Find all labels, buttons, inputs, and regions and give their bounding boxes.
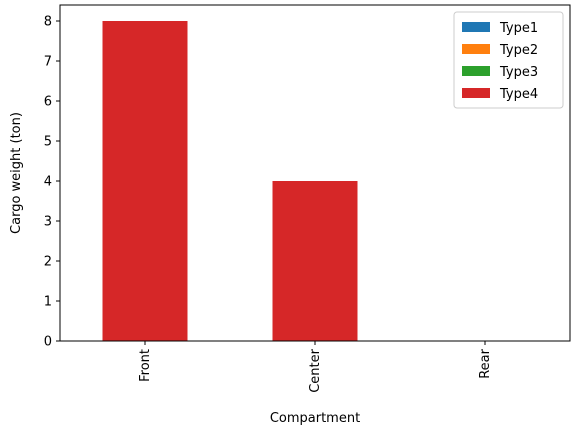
bar-center-type4 bbox=[272, 181, 358, 341]
y-tick-label: 2 bbox=[44, 255, 52, 270]
y-tick-label: 6 bbox=[44, 95, 52, 110]
legend-swatch-type4 bbox=[462, 88, 490, 98]
y-axis-label: Cargo weight (ton) bbox=[9, 112, 24, 234]
x-axis-label: Compartment bbox=[270, 411, 360, 426]
legend-swatch-type1 bbox=[462, 22, 490, 32]
legend-box bbox=[453, 11, 564, 109]
bar-front-type4 bbox=[102, 21, 188, 341]
legend-label-type1: Type1 bbox=[499, 21, 538, 36]
y-tick-label: 5 bbox=[44, 135, 52, 150]
plot-frame bbox=[59, 4, 571, 342]
y-tick-label: 8 bbox=[44, 15, 52, 30]
y-tick-label: 4 bbox=[44, 175, 52, 190]
x-tick-label: Front bbox=[138, 349, 153, 382]
legend-swatch-type2 bbox=[462, 44, 490, 54]
legend: Type1 Type2 Type3 Type4 bbox=[453, 11, 564, 109]
y-tick-label: 3 bbox=[44, 215, 52, 230]
y-axis-ticks: 0 1 2 3 4 5 6 7 8 bbox=[44, 15, 60, 350]
x-tick-label: Center bbox=[308, 348, 323, 392]
x-tick-label: Rear bbox=[478, 348, 493, 378]
x-axis-ticks: Front Center Rear bbox=[138, 341, 493, 393]
legend-label-type2: Type2 bbox=[499, 43, 538, 58]
legend-swatch-type3 bbox=[462, 66, 490, 76]
bars-group bbox=[102, 21, 358, 341]
legend-label-type3: Type3 bbox=[499, 65, 538, 80]
y-tick-label: 0 bbox=[44, 335, 52, 350]
legend-label-type4: Type4 bbox=[499, 87, 538, 102]
y-tick-label: 1 bbox=[44, 295, 52, 310]
y-tick-label: 7 bbox=[44, 55, 52, 70]
